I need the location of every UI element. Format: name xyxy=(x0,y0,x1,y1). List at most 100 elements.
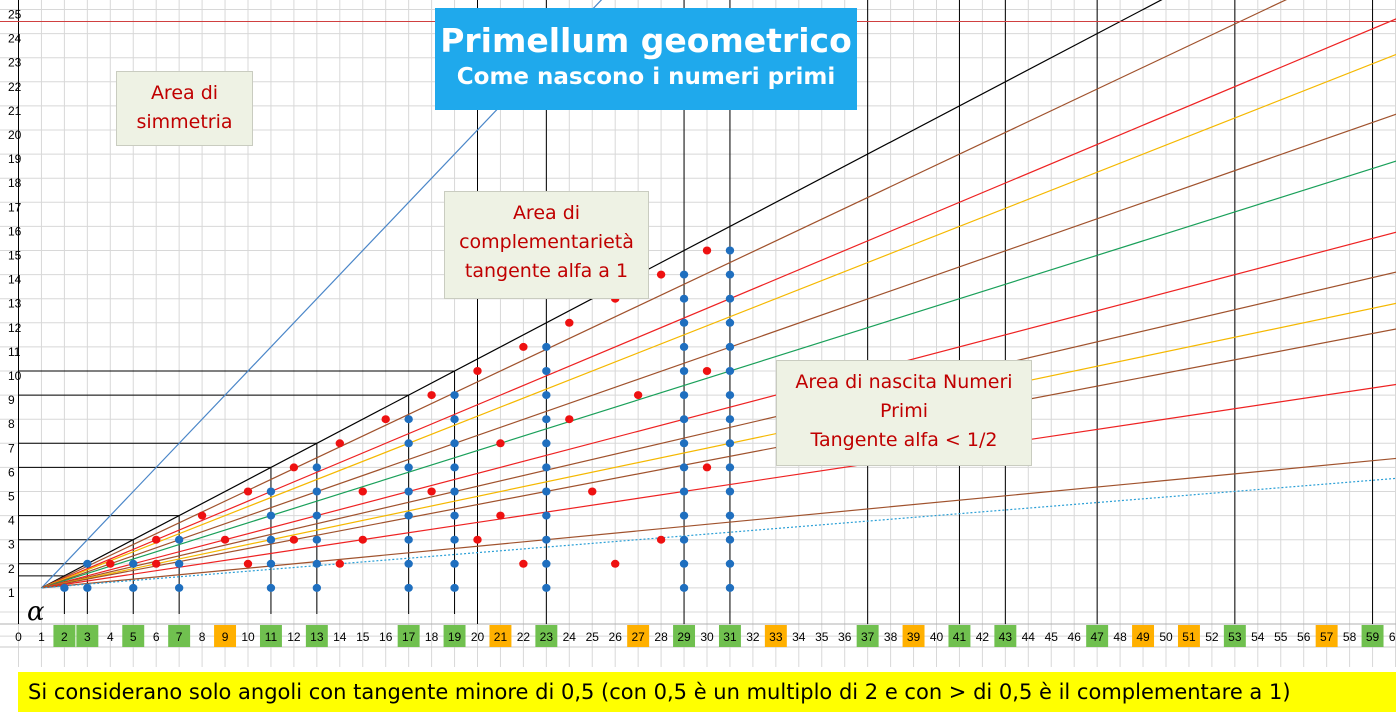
blue-data-point xyxy=(679,487,689,496)
blue-data-point xyxy=(404,535,413,544)
blue-data-point xyxy=(679,463,689,472)
red-data-point xyxy=(289,463,299,472)
x-tick-label: 25 xyxy=(586,630,600,644)
slope-ray xyxy=(41,231,1396,589)
slope-ray xyxy=(41,383,1396,589)
red-data-point xyxy=(496,439,505,448)
x-tick-label: 18 xyxy=(425,630,439,644)
prime-number-cell xyxy=(1086,625,1109,647)
odd-composite-cell xyxy=(1132,625,1155,647)
red-data-point xyxy=(702,246,712,255)
blue-data-point xyxy=(404,583,413,592)
blue-data-point xyxy=(129,559,138,568)
red-data-point xyxy=(702,463,712,472)
blue-data-point xyxy=(404,511,413,520)
x-tick-label: 33 xyxy=(769,630,783,644)
x-tick-label: 60 xyxy=(1389,630,1396,644)
x-tick-label: 51 xyxy=(1182,630,1196,644)
red-data-point xyxy=(358,535,367,544)
blue-data-point xyxy=(450,439,459,448)
red-data-point xyxy=(197,511,207,520)
blue-data-point xyxy=(725,511,735,520)
y-tick-label: 23 xyxy=(8,56,22,70)
blue-data-point xyxy=(725,535,735,544)
blue-data-point xyxy=(725,583,735,592)
y-tick-label: 19 xyxy=(8,152,22,166)
y-tick-label: 22 xyxy=(8,80,22,94)
blue-data-point xyxy=(312,463,322,472)
blue-data-point xyxy=(725,439,735,448)
blue-data-point xyxy=(266,583,276,592)
prime-number-cell xyxy=(948,625,971,647)
x-tick-label: 14 xyxy=(333,630,347,644)
red-data-point xyxy=(243,559,253,568)
blue-data-point xyxy=(174,559,184,568)
x-tick-label: 55 xyxy=(1274,630,1288,644)
red-data-point xyxy=(152,535,161,544)
x-tick-label: 53 xyxy=(1228,630,1242,644)
blue-data-point xyxy=(542,391,551,400)
prime-number-cell xyxy=(1361,625,1384,647)
blue-data-point xyxy=(725,415,735,424)
red-data-point xyxy=(473,535,482,544)
x-tick-label: 49 xyxy=(1136,630,1150,644)
red-data-point xyxy=(427,487,436,496)
x-tick-label: 38 xyxy=(884,630,898,644)
slope-ray xyxy=(41,457,1396,589)
x-tick-label: 54 xyxy=(1251,630,1265,644)
y-tick-label: 8 xyxy=(8,417,15,431)
odd-composite-cell xyxy=(1315,625,1338,647)
odd-composite-cell xyxy=(489,625,512,647)
y-tick-label: 21 xyxy=(8,104,22,118)
red-data-point xyxy=(565,318,574,327)
x-tick-label: 57 xyxy=(1320,630,1334,644)
blue-data-point xyxy=(404,487,413,496)
red-data-point xyxy=(588,487,597,496)
odd-composite-cell xyxy=(1177,625,1200,647)
red-data-point xyxy=(565,415,574,424)
blue-data-point xyxy=(542,439,551,448)
blue-data-point xyxy=(542,583,551,592)
blue-data-point xyxy=(450,415,459,424)
blue-data-point xyxy=(312,511,322,520)
red-data-point xyxy=(473,367,482,375)
prime-number-cell xyxy=(76,625,99,647)
x-tick-label: 23 xyxy=(540,630,554,644)
blue-data-point xyxy=(450,391,459,400)
blue-data-point xyxy=(725,391,735,400)
blue-data-point xyxy=(542,559,551,568)
blue-data-point xyxy=(174,535,184,544)
red-data-point xyxy=(106,559,115,568)
x-tick-label: 46 xyxy=(1068,630,1082,644)
blue-data-point xyxy=(679,294,689,303)
column-lines xyxy=(18,0,1374,624)
slope-ray xyxy=(41,0,1287,589)
x-tick-label: 48 xyxy=(1113,630,1127,644)
area-complementarieta-line-1: Area di xyxy=(512,202,581,224)
blue-data-point xyxy=(725,342,735,351)
blue-data-point xyxy=(725,463,735,472)
x-tick-label: 1 xyxy=(38,630,45,644)
x-tick-label: 42 xyxy=(976,630,990,644)
x-tick-label: 41 xyxy=(953,630,967,644)
blue-data-point xyxy=(450,487,459,496)
x-tick-label: 3 xyxy=(84,630,91,644)
blue-data-point xyxy=(679,535,689,544)
x-tick-label: 2 xyxy=(61,630,68,644)
x-tick-label: 29 xyxy=(677,630,691,644)
red-data-point xyxy=(335,559,344,568)
x-tick-label: 0 xyxy=(15,630,22,644)
blue-data-point xyxy=(542,367,551,375)
blue-data-point xyxy=(679,318,689,327)
slope-ray xyxy=(41,0,1163,589)
x-tick-label: 37 xyxy=(861,630,875,644)
x-tick-label: 8 xyxy=(199,630,206,644)
x-tick-label: 17 xyxy=(402,630,416,644)
area-simmetria-line-2: simmetria xyxy=(136,111,233,133)
slope-ray xyxy=(41,113,1396,589)
blue-data-point xyxy=(679,583,689,592)
x-tick-label: 24 xyxy=(563,630,577,644)
x-tick-label: 39 xyxy=(907,630,921,644)
x-tick-label: 21 xyxy=(494,630,508,644)
